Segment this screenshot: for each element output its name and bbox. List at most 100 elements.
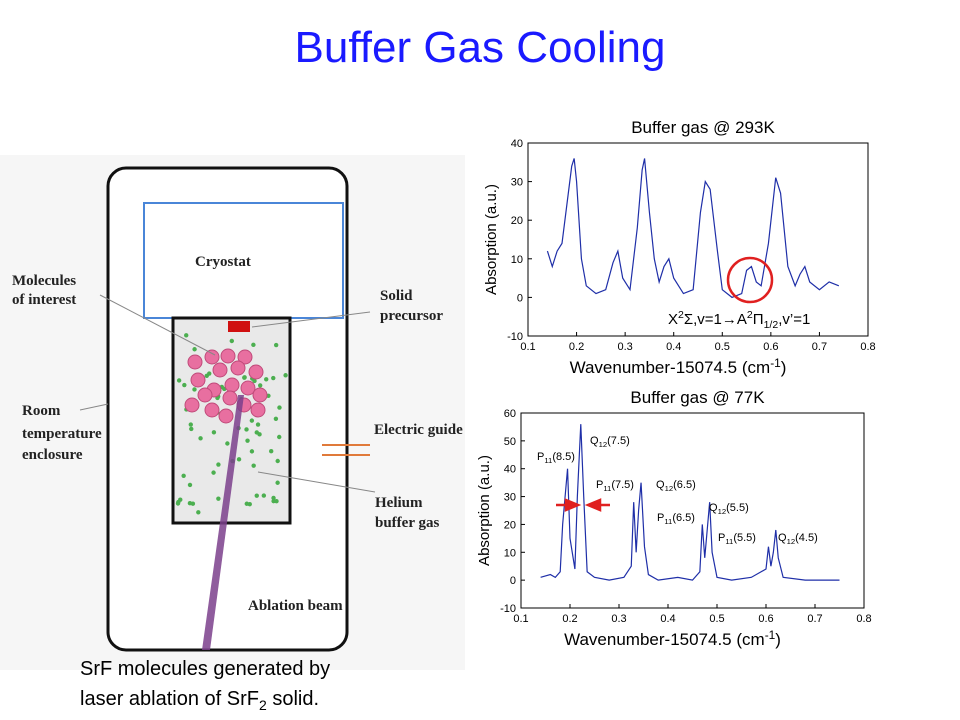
helium-atom <box>187 482 193 488</box>
peak-label-part: (7.5) <box>607 435 630 447</box>
helium-atom <box>182 382 187 388</box>
leader-lines <box>79 294 376 493</box>
molecule <box>248 364 264 380</box>
peak-label-part: 11 <box>664 517 672 526</box>
y-tick-label: 60 <box>504 408 516 420</box>
label: enclosure <box>22 447 83 463</box>
x-tick-label: 0.7 <box>812 341 827 353</box>
annotation-part: 1/2 <box>764 319 779 331</box>
x-tick-label: 0.7 <box>807 613 822 625</box>
helium-atom <box>244 427 249 432</box>
y-tick-label: 40 <box>511 138 523 150</box>
helium-atom <box>273 416 279 421</box>
annotation: X2Σ,v=1→A2Π1/2,v’=1 <box>668 309 810 331</box>
peak-label-part: (7.5) <box>611 479 634 491</box>
helium-atom <box>271 495 276 501</box>
y-tick-label: 20 <box>504 519 516 531</box>
y-tick-label: 30 <box>504 492 516 504</box>
peak-label-part: P <box>537 451 544 463</box>
peak-label-part: (5.5) <box>726 502 749 514</box>
leader-line <box>99 294 216 356</box>
peak-label: Q12(6.5) <box>656 479 696 493</box>
x-axis-label-part: Wavenumber-15074.5 (cm <box>564 630 765 649</box>
x-tick-label: 0.2 <box>562 613 577 625</box>
peak-label-part: 12 <box>665 484 674 493</box>
helium-atom <box>216 462 221 467</box>
x-tick-label: 0.4 <box>666 341 681 353</box>
peak-label-part: P <box>657 512 664 524</box>
label: Room <box>22 403 61 419</box>
label: of interest <box>12 292 76 308</box>
helium-atom <box>261 493 267 498</box>
x-tick-label: 0.1 <box>513 613 528 625</box>
helium-atom <box>254 493 259 498</box>
molecule <box>220 348 236 364</box>
helium-atom <box>257 432 262 437</box>
helium-atom <box>181 473 186 479</box>
caption-text: laser ablation of SrF <box>80 688 259 710</box>
label: Molecules <box>12 273 76 289</box>
helium-atom <box>249 449 255 454</box>
peak-label: Q12(7.5) <box>590 435 630 449</box>
x-axis-label-part: Wavenumber-15074.5 (cm <box>570 358 771 377</box>
x-tick-label: 0.6 <box>758 613 773 625</box>
caption-text: solid. <box>267 688 319 710</box>
helium-atom <box>229 338 235 344</box>
peak-label-part: 12 <box>718 507 727 516</box>
peak-label-part: Q <box>778 532 787 544</box>
leader-line <box>79 403 109 411</box>
plot-frame <box>520 412 865 609</box>
helium-atom <box>269 449 274 454</box>
helium-atom <box>178 497 183 502</box>
spectrum-line <box>540 424 840 581</box>
helium-atom <box>192 387 197 392</box>
peak-label-part: 12 <box>787 537 796 546</box>
y-tick-label: 0 <box>517 292 523 304</box>
peak-label-part: Q <box>656 479 665 491</box>
x-axis-label-part: ) <box>775 630 781 649</box>
helium-atom <box>242 375 247 380</box>
molecule <box>212 362 228 378</box>
helium-atom <box>211 470 216 475</box>
helium-atom <box>255 422 261 427</box>
helium-atom <box>196 510 201 515</box>
annotation-part: 2 <box>678 309 684 321</box>
helium-atom <box>236 457 242 462</box>
peak-label: P11(5.5) <box>718 532 756 546</box>
x-axis-label-part: ) <box>781 358 787 377</box>
slide-title: Buffer Gas Cooling <box>295 23 666 72</box>
helium-atom <box>277 405 282 410</box>
peak-label: Q12(4.5) <box>778 532 818 546</box>
y-axis-label: Absorption (a.u.) <box>483 184 500 295</box>
peak-label-part: P <box>596 479 603 491</box>
helium-atom <box>273 342 279 348</box>
molecule <box>218 408 234 424</box>
annotation-part: X <box>668 311 678 328</box>
peak-label-part: (4.5) <box>795 532 818 544</box>
helium-atom <box>258 383 263 388</box>
x-axis-label-part: -1 <box>765 628 776 642</box>
molecule <box>237 349 253 365</box>
helium-atom <box>271 375 276 381</box>
helium-atom <box>271 498 276 504</box>
helium-atom <box>249 418 255 423</box>
y-tick-label: 10 <box>511 254 523 266</box>
x-tick-label: 0.4 <box>660 613 675 625</box>
x-axis-label: Wavenumber-15074.5 (cm-1) <box>564 628 781 649</box>
label: Ablation beam <box>248 598 343 614</box>
helium-atom <box>187 500 193 506</box>
ablation-beam <box>202 395 244 650</box>
y-tick-label: 50 <box>504 436 516 448</box>
helium-atom <box>204 373 209 378</box>
highlight-circle <box>726 256 774 304</box>
molecule <box>197 387 213 403</box>
molecule <box>230 360 246 376</box>
molecule <box>204 349 220 365</box>
label: Electric guide <box>374 422 463 438</box>
molecule <box>222 390 238 406</box>
peak-label-part: (8.5) <box>552 451 575 463</box>
peak-label: P11(8.5) <box>537 451 575 465</box>
annotation-part: 2 <box>747 309 753 321</box>
y-tick-label: 30 <box>511 177 523 189</box>
helium-atom <box>225 441 230 446</box>
